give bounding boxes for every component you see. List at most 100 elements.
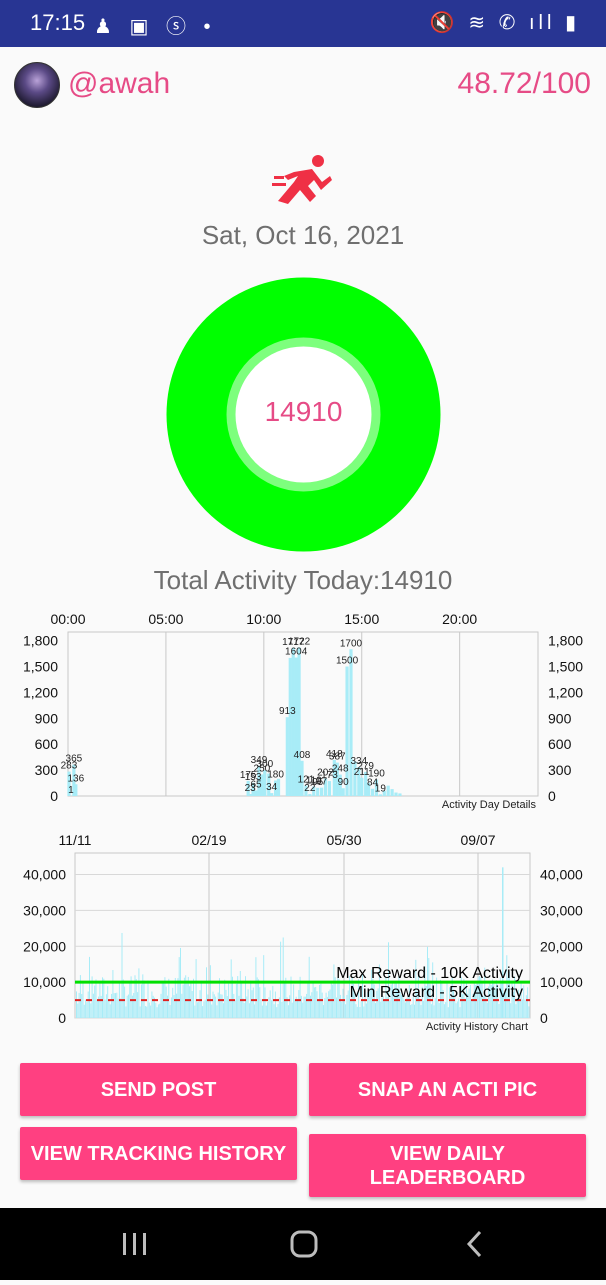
chart-bar [357,1007,358,1018]
back-icon[interactable] [469,1232,480,1256]
chart-bar [157,1007,158,1018]
chart-bar [79,993,80,1018]
home-icon[interactable] [292,1232,316,1256]
chart-bar [328,991,329,1018]
chart-bar [380,1002,381,1018]
username[interactable]: @awah [68,67,170,101]
chart-bar [118,999,119,1018]
chart-bar [527,987,528,1018]
send-post-button[interactable]: SEND POST [20,1063,297,1116]
activity-ring-value: 14910 [166,396,441,428]
chart-bar [128,995,129,1018]
chart-bar [339,979,340,1018]
chart-bar [209,1001,210,1018]
y-tick-label-right: 0 [540,1010,548,1026]
chart-bar [314,987,315,1018]
view-daily-leaderboard-button[interactable]: VIEW DAILY LEADERBOARD [309,1134,586,1197]
total-activity: Total Activity Today:14910 [0,565,606,596]
y-tick-label-left: 900 [35,710,59,726]
recent-apps-icon[interactable] [123,1233,146,1255]
chart-bar [224,980,225,1018]
chart-bar [448,1007,449,1018]
chart-bar [97,1000,98,1018]
chart-bar [90,1003,91,1018]
chart-bar [174,995,175,1018]
chart-bar [137,992,138,1018]
chart-bar [125,1006,126,1018]
chart-bar [162,983,163,1018]
chart-bar [305,997,306,1018]
chart-description: Activity Day Details [442,799,537,811]
chart-bar [206,967,207,1018]
date-label: Sat, Oct 16, 2021 [0,220,606,251]
view-tracking-history-button[interactable]: VIEW TRACKING HISTORY [20,1127,297,1180]
bar-value-label: 913 [279,706,296,717]
snap-pic-button[interactable]: SNAP AN ACTI PIC [309,1063,586,1116]
bar-value-label: 365 [66,753,83,764]
x-tick-label: 00:00 [50,611,85,627]
chart-bar [244,1003,245,1018]
x-tick-label: 05/30 [326,832,361,848]
bar-value-label: 90 [338,777,350,788]
chart-bar [306,994,307,1018]
chart-bar [203,1001,204,1018]
chart-bar [487,1003,488,1018]
chart-bar [265,987,266,1018]
chart-bar [240,971,241,1018]
bar-value-label: 300 [256,759,273,770]
chart-bar [277,779,280,796]
limit-line-label: Min Reward - 5K Activity [350,984,523,1001]
chart-bar [327,997,328,1018]
chart-bar [231,959,232,1018]
chart-bar [366,1003,367,1018]
chart-bar [124,987,125,1018]
notification-icons: ♟ ▣ ⓢ • [94,10,217,39]
chart-bar [255,957,256,1018]
chart-bar [171,997,172,1018]
chart-bar [222,995,223,1018]
bar-value-label: 190 [368,769,385,780]
chart-bar [313,982,314,1018]
chart-bar [140,1006,141,1018]
header: @awah 48.72/100 [0,47,606,123]
chart-bar [340,995,341,1018]
leaderboard-label-line1: VIEW DAILY [390,1142,505,1166]
chart-bar [74,784,77,796]
chart-bar [346,995,347,1018]
chart-bar [105,1000,106,1018]
chart-bar [170,1005,171,1018]
chart-bar [423,1001,424,1018]
chart-bar [210,965,211,1018]
x-tick-label: 05:00 [148,611,183,627]
chart-bar [286,717,289,796]
chart-bar [262,1006,263,1018]
chart-bar [293,984,294,1018]
chart-bar [523,985,524,1018]
chart-bar [96,979,97,1018]
avatar[interactable] [14,62,60,108]
chart-bar [348,990,349,1018]
chart-bar [226,990,227,1018]
chart-bar [112,970,113,1018]
chart-bar [343,989,344,1018]
chart-bar [280,942,281,1018]
chart-bar [141,984,142,1018]
chart-bar [333,964,334,1018]
chart-bar [259,987,260,1018]
chart-bar [181,994,182,1018]
chart-bar [116,993,117,1018]
chart-bar [115,993,116,1018]
chart-bar [278,1004,279,1018]
y-tick-label-left: 1,800 [23,633,58,649]
x-tick-label: 09/07 [460,832,495,848]
chart-bar [311,992,312,1018]
chart-bar [320,788,323,796]
chart-bar [219,978,220,1018]
chart-bar [242,998,243,1018]
chart-bar [271,1000,272,1018]
chart-bar [345,1004,346,1018]
y-tick-label-left: 0 [58,1010,66,1026]
chart-bar [86,1002,87,1018]
